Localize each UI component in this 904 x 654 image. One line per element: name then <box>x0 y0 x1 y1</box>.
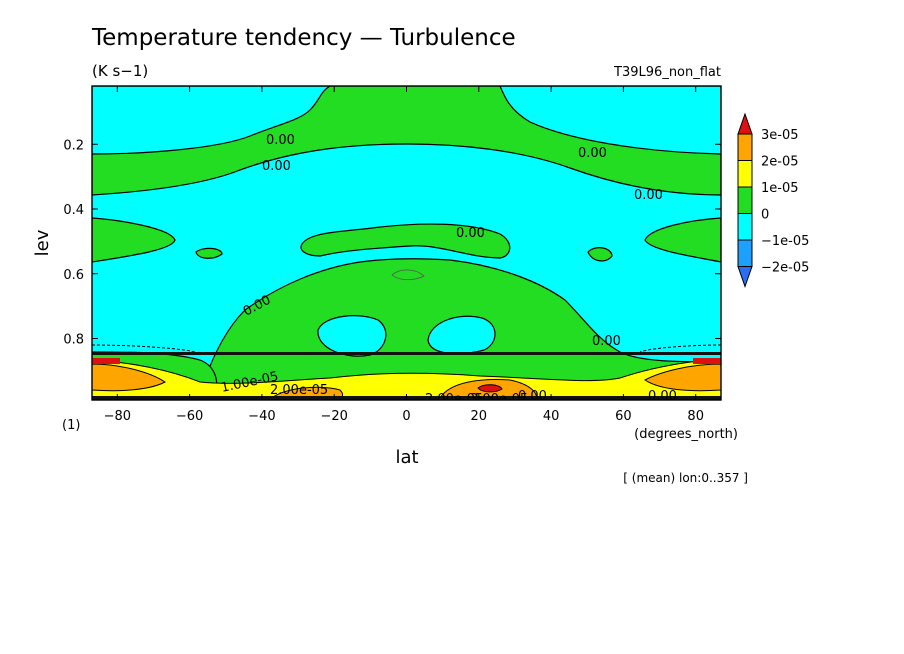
dome-hole-west <box>317 315 387 357</box>
colorbar-swatch <box>737 133 753 161</box>
contour-label: 0.00 <box>518 389 547 404</box>
contour-label: 0.00 <box>456 226 485 241</box>
y-tick-label: 0.4 <box>63 203 84 218</box>
contour-label: 2.00e-05 <box>270 383 328 398</box>
upper-negative-lobe <box>92 86 332 155</box>
upper-negative-lobe-east <box>499 86 721 155</box>
mid-patch-east <box>644 217 721 263</box>
contour-label: 0.00 <box>578 146 607 161</box>
colorbar-swatch <box>737 239 753 267</box>
averaging-note: [ (mean) lon:0..357 ] <box>623 471 748 485</box>
surface-band-20-east <box>644 363 721 392</box>
mid-patch-center <box>300 223 511 259</box>
units-label: (K s−1) <box>92 62 148 80</box>
colorbar: 3e-05 2e-05 1e-05 0 −1e-05 −2e-05 <box>737 112 809 289</box>
colorbar-label: 3e-05 <box>761 128 799 143</box>
x-axis: −80 −60 −40 −20 0 20 40 60 80 <box>104 86 704 424</box>
colorbar-label: 2e-05 <box>761 155 799 170</box>
mid-patch-west <box>92 217 176 263</box>
contour-label: 0.00 <box>648 389 677 404</box>
y-axis: 0.2 0.4 0.6 0.8 <box>63 138 721 347</box>
colorbar-label: 1e-05 <box>761 181 799 196</box>
run-label: T39L96_non_flat <box>613 65 721 80</box>
colorbar-label: −1e-05 <box>761 234 809 249</box>
colorbar-extend-max <box>737 112 753 135</box>
x-tick-label: 0 <box>402 409 410 424</box>
contour-label: 0.00 <box>262 159 291 174</box>
x-tick-label: −80 <box>104 409 131 424</box>
y-axis-title: lev <box>32 229 53 256</box>
x-tick-label: 20 <box>471 409 488 424</box>
colorbar-swatch <box>737 213 753 241</box>
contour-label: 2.00e-05 <box>425 392 483 407</box>
surface-band-10 <box>92 359 721 400</box>
y-tick-label: 0.8 <box>63 332 84 347</box>
y-units-label: (1) <box>62 418 80 433</box>
surface-max-east-edge <box>693 358 721 364</box>
y-tick-label: 0.2 <box>63 138 84 153</box>
chart-title: Temperature tendency — Turbulence <box>91 25 516 51</box>
x-tick-label: 40 <box>543 409 560 424</box>
colorbar-label: 0 <box>761 208 769 223</box>
contour-label: 0.00 <box>592 334 621 349</box>
surface-dense-contours-top <box>92 352 721 355</box>
contour-label: 0.00 <box>266 133 295 148</box>
x-tick-label: 60 <box>615 409 632 424</box>
x-tick-label: −60 <box>176 409 203 424</box>
contour-field: 0.00 0.00 0.00 0.00 0.00 0.00 0.00 0.00 … <box>92 86 721 407</box>
surface-band-20-west <box>92 363 166 392</box>
y-tick-label: 0.6 <box>63 268 84 283</box>
x-tick-label: −40 <box>248 409 275 424</box>
mid-patch-small-east <box>587 247 613 262</box>
contour-label: 3.00e-05 <box>470 392 528 407</box>
x-axis-title: lat <box>395 447 418 468</box>
mid-patch-small-west <box>195 247 223 259</box>
x-units-label: (degrees_north) <box>634 427 738 442</box>
surface-max-west <box>92 358 120 364</box>
colorbar-label: −2e-05 <box>761 261 809 276</box>
colorbar-swatch <box>737 160 753 188</box>
surface-max-east <box>477 384 503 393</box>
x-tick-label: 80 <box>687 409 704 424</box>
x-tick-label: −20 <box>320 409 347 424</box>
colorbar-extend-min <box>737 266 753 289</box>
colorbar-swatch <box>737 186 753 214</box>
contour-label: 0.00 <box>634 188 663 203</box>
